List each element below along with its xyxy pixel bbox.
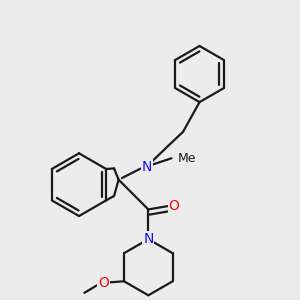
Text: N: N	[143, 232, 154, 246]
Text: Me: Me	[178, 152, 196, 165]
Text: N: N	[142, 160, 152, 173]
Text: O: O	[169, 199, 179, 213]
Text: O: O	[98, 276, 109, 290]
